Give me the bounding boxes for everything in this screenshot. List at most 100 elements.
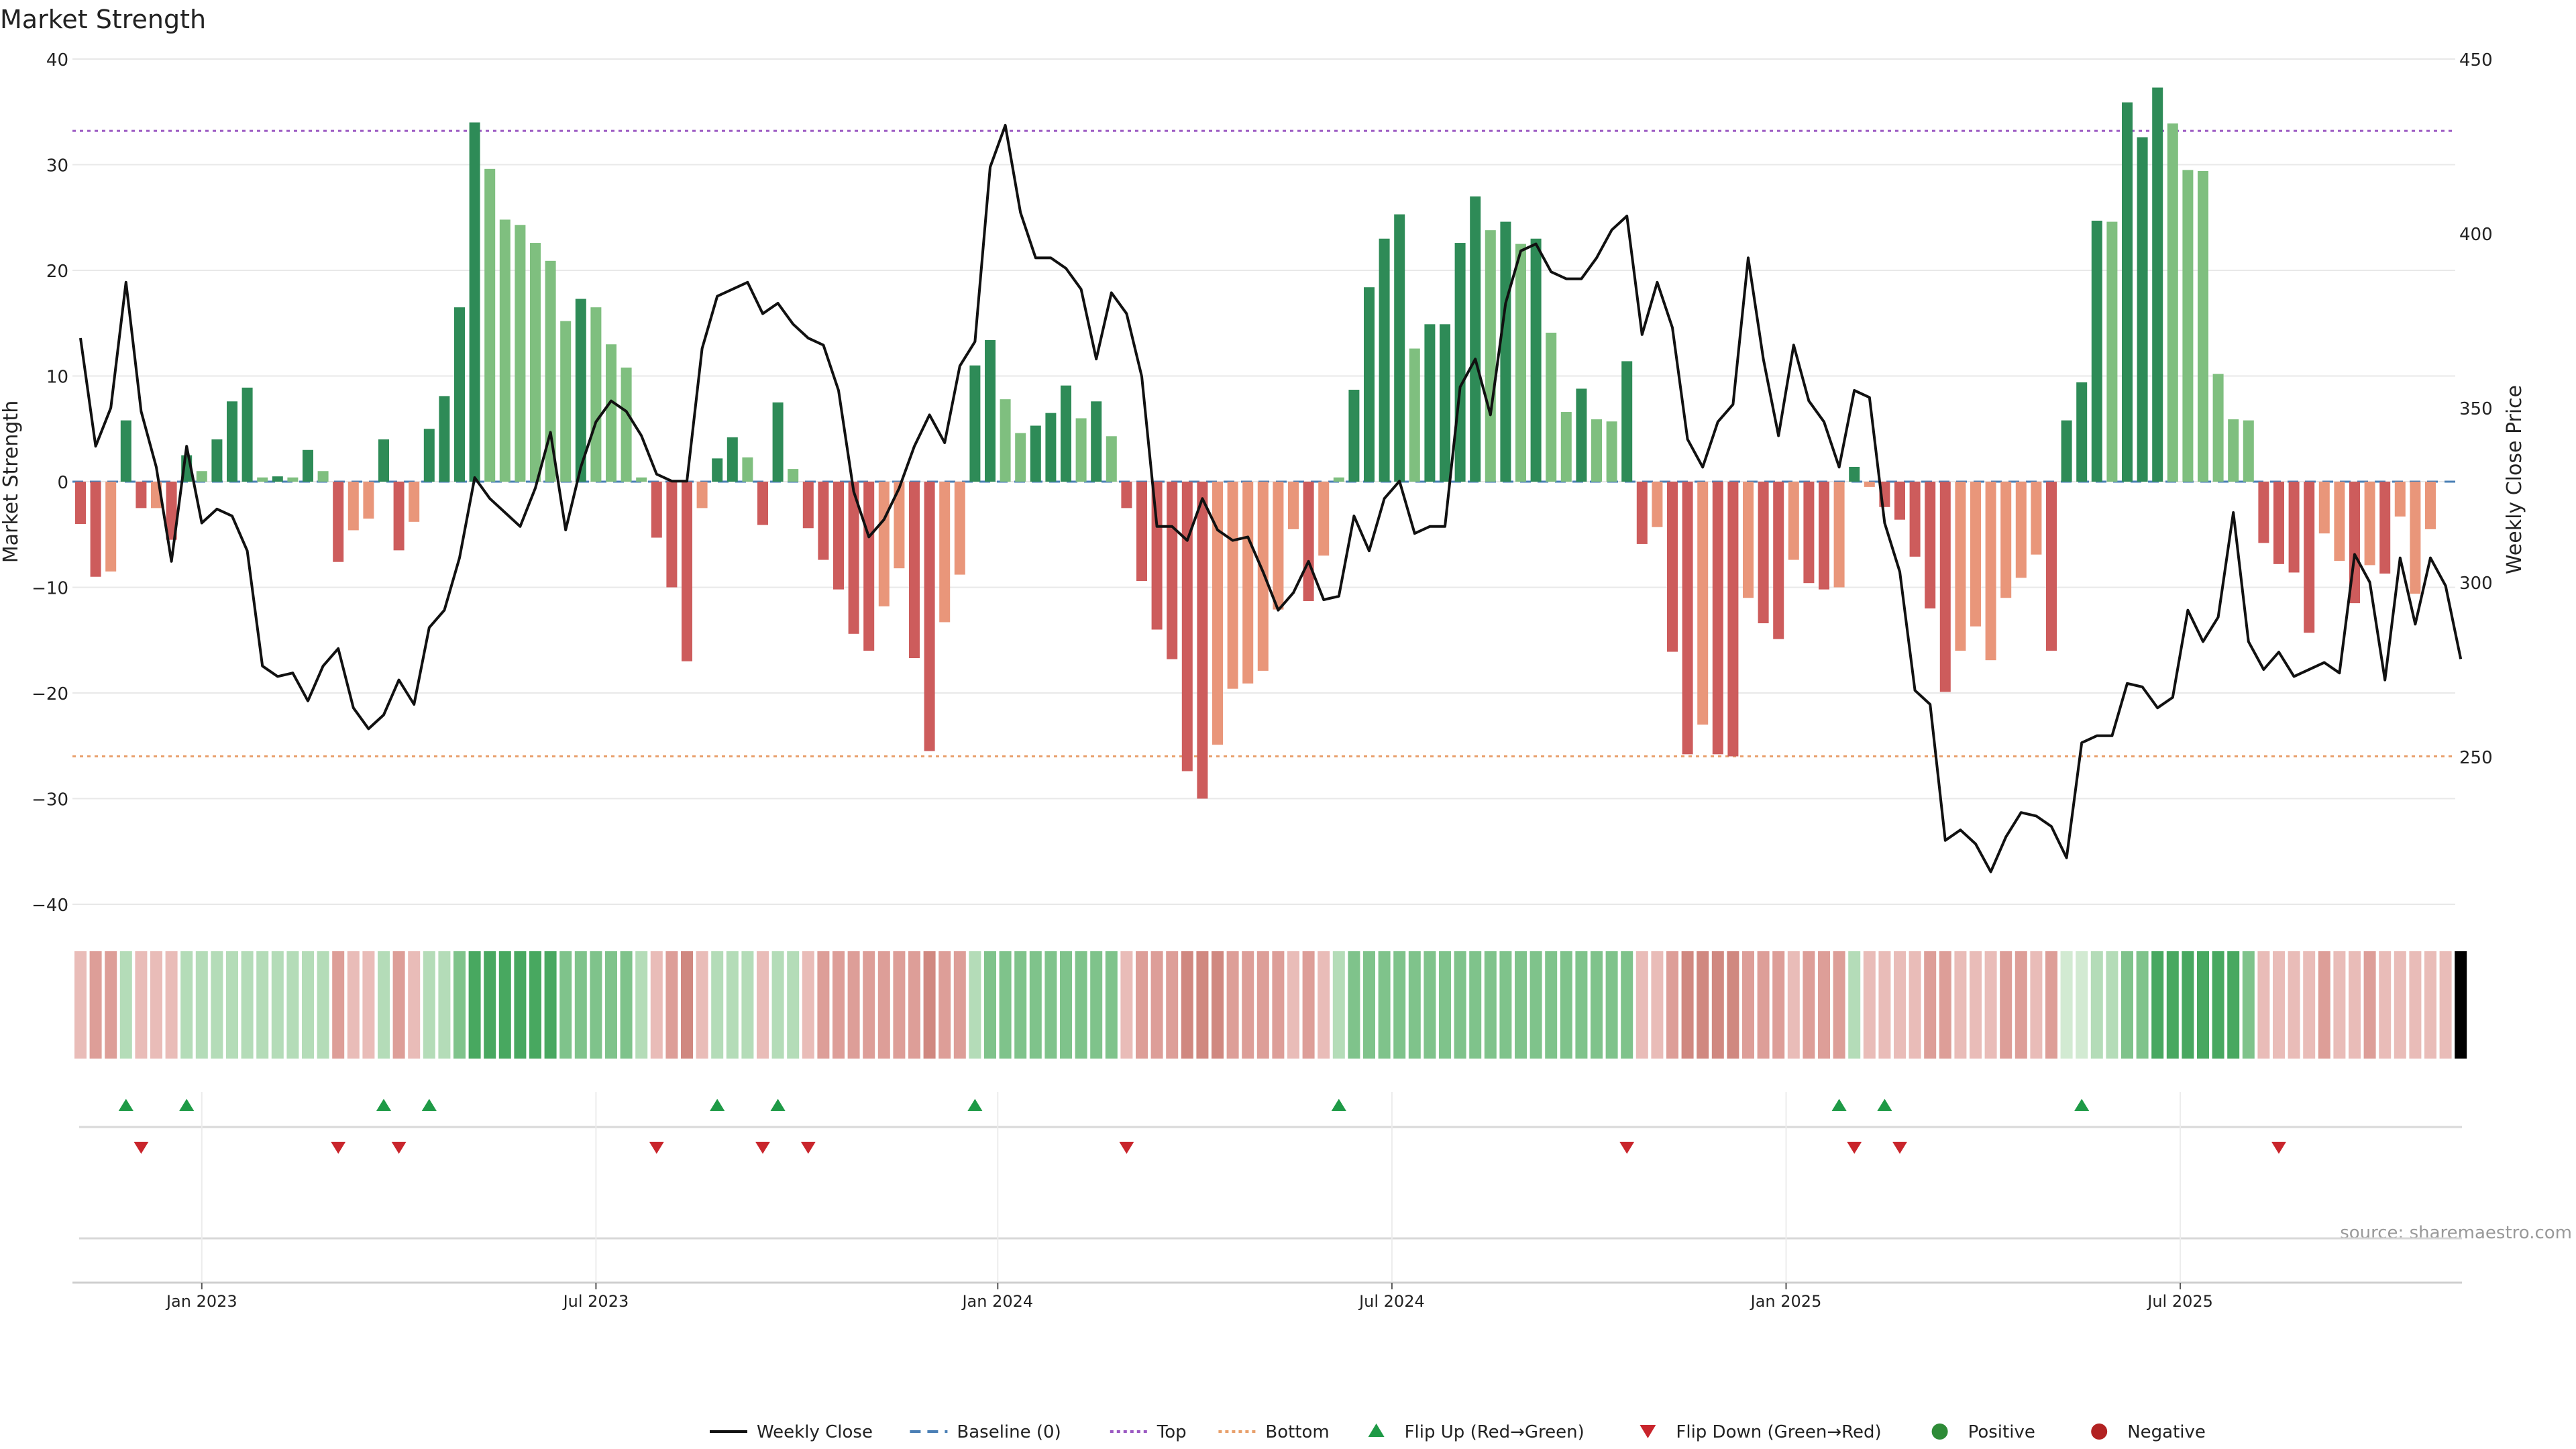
- strength-bar: [1273, 482, 1284, 610]
- legend-label: Flip Down (Green→Red): [1676, 1422, 1881, 1442]
- heat-cell: [1318, 951, 1330, 1059]
- heat-cell: [2106, 951, 2118, 1059]
- strength-bar: [257, 477, 268, 482]
- heat-cell: [514, 951, 527, 1059]
- y2-tick-label: 400: [2459, 225, 2493, 245]
- strength-bar: [727, 437, 738, 482]
- strength-bar: [2318, 482, 2330, 534]
- heat-cell: [590, 951, 602, 1059]
- strength-bar: [1318, 482, 1330, 556]
- strength-bar: [1939, 482, 1951, 692]
- flip-up-marker: [1331, 1099, 1346, 1111]
- strength-bar: [666, 482, 678, 588]
- chart-title: Market Strength: [0, 5, 206, 34]
- y2-tick-label: 350: [2459, 399, 2493, 419]
- heat-cell: [2090, 951, 2103, 1059]
- heat-cell: [1681, 951, 1694, 1059]
- heat-cell: [1772, 951, 1785, 1059]
- heat-cell: [408, 951, 421, 1059]
- strength-bar: [136, 482, 147, 508]
- heat-cell: [1212, 951, 1224, 1059]
- strength-bar: [530, 243, 541, 482]
- heat-cell: [908, 951, 920, 1059]
- y-tick-label: −40: [32, 896, 68, 916]
- strength-bar: [2288, 482, 2300, 573]
- heat-strip: [74, 951, 2467, 1059]
- heat-cell: [1060, 951, 1072, 1059]
- heat-cell: [969, 951, 981, 1059]
- strength-bar: [1257, 482, 1269, 671]
- strength-bar: [484, 168, 496, 482]
- strength-bar: [75, 482, 86, 524]
- strength-bar: [2000, 482, 2012, 598]
- heat-cell: [2455, 951, 2467, 1059]
- heat-cell: [1424, 951, 1436, 1059]
- heat-cell: [2257, 951, 2270, 1059]
- strength-bar: [1364, 287, 1375, 482]
- heat-cell: [1136, 951, 1148, 1059]
- flip-markers: [79, 1099, 2462, 1240]
- heat-cell: [741, 951, 754, 1059]
- strength-bar: [1712, 482, 1723, 755]
- heat-cell: [453, 951, 466, 1059]
- y-tick-label: −20: [32, 684, 68, 704]
- heat-cell: [378, 951, 390, 1059]
- strength-bar: [1288, 482, 1299, 529]
- y-tick-label: 0: [57, 473, 68, 493]
- strength-bar: [2394, 482, 2406, 517]
- strength-bar: [1000, 399, 1011, 482]
- heat-cell: [1515, 951, 1527, 1059]
- heat-cell: [2242, 951, 2255, 1059]
- heat-cell: [362, 951, 375, 1059]
- heat-cell: [74, 951, 87, 1059]
- heat-cell: [2273, 951, 2285, 1059]
- heat-cell: [1742, 951, 1754, 1059]
- heat-cell: [1711, 951, 1724, 1059]
- heat-cell: [984, 951, 996, 1059]
- heat-cell: [817, 951, 830, 1059]
- heat-cell: [1954, 951, 1967, 1059]
- heat-cell: [1818, 951, 1830, 1059]
- strength-bar: [317, 471, 329, 482]
- heat-cell: [696, 951, 708, 1059]
- heat-cell: [893, 951, 906, 1059]
- strength-bar: [742, 457, 753, 482]
- strength-bar: [1197, 482, 1208, 799]
- heat-cell: [1469, 951, 1482, 1059]
- heat-cell: [1787, 951, 1800, 1059]
- strength-bar: [1652, 482, 1663, 527]
- heat-cell: [1408, 951, 1421, 1059]
- flip-down-marker: [1119, 1142, 1134, 1154]
- strength-bar: [2334, 482, 2345, 561]
- strength-bar: [651, 482, 662, 538]
- heat-cell: [1560, 951, 1572, 1059]
- strength-bar: [1151, 482, 1163, 630]
- legend-swatch-circle: [1931, 1424, 1948, 1440]
- strength-bar: [575, 299, 586, 482]
- strength-bar: [560, 321, 572, 482]
- strength-bar: [1409, 348, 1420, 482]
- heat-cell: [2136, 951, 2149, 1059]
- heat-cell: [1044, 951, 1057, 1059]
- heat-cell: [1302, 951, 1315, 1059]
- strength-bar: [1743, 482, 1754, 598]
- strength-bar: [1955, 482, 1966, 651]
- strength-bar: [606, 344, 616, 482]
- heat-cell: [2045, 951, 2057, 1059]
- heat-cell: [1226, 951, 1239, 1059]
- heat-cell: [2349, 951, 2361, 1059]
- heat-cell: [1666, 951, 1678, 1059]
- strength-bar: [1075, 418, 1087, 482]
- heat-cell: [1939, 951, 1951, 1059]
- flip-up-marker: [118, 1099, 133, 1111]
- strength-bar: [590, 307, 602, 482]
- strength-bar: [788, 469, 799, 482]
- strength-bar: [757, 482, 768, 525]
- heat-cell: [2424, 951, 2436, 1059]
- legend-swatch-triangle-down: [1640, 1425, 1656, 1438]
- strength-bar: [1560, 412, 1572, 482]
- heat-cell: [135, 951, 148, 1059]
- strength-bar: [454, 307, 465, 482]
- strength-bar: [1454, 243, 1466, 482]
- heat-cell: [1863, 951, 1876, 1059]
